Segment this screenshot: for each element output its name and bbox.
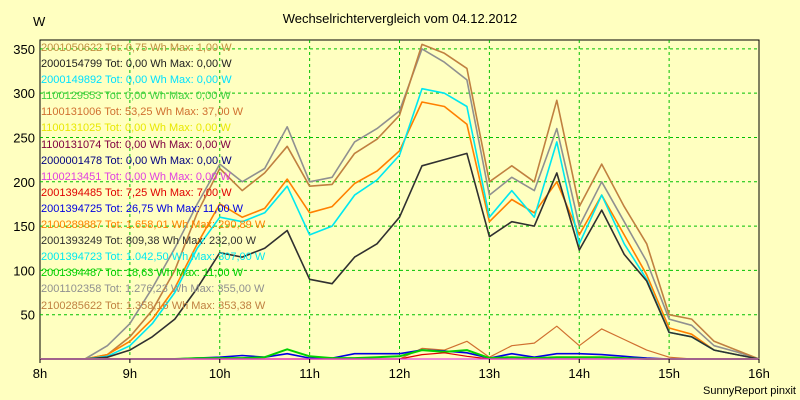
x-tick-label: 16h — [748, 366, 770, 381]
x-tick-label: 13h — [479, 366, 501, 381]
series-line-2001394723 — [40, 87, 760, 360]
legend-entry: 2001393249 Tot: 809,38 Wh Max: 232,00 W — [41, 235, 257, 248]
legend-entry: 1100131074 Tot: 0,00 Wh Max: 0,00 W — [41, 138, 231, 151]
legend-entry: 2001394723 Tot: 1.042,50 Wh Max: 307,00 … — [41, 251, 266, 264]
legend-entry: 2100285622 Tot: 1.358,16 Wh Max: 353,38 … — [41, 299, 266, 312]
y-tick-label: 150 — [13, 219, 35, 234]
legend-entry: 2001102358 Tot: 1.276,23 Wh Max: 355,00 … — [41, 283, 265, 296]
chart-title: Wechselrichtervergleich vom 04.12.2012 — [282, 11, 518, 26]
legend: 2001050622 Tot: 0,75 Wh Max: 1,00 W 20001… — [41, 40, 265, 314]
x-tick-label: 9h — [123, 366, 137, 381]
legend-entry: 2000149892 Tot: 0,00 Wh Max: 0,00 W — [41, 74, 232, 87]
legend-entry: 1100213451 Tot: 0,00 Wh Max: 0,00 W — [41, 170, 231, 183]
series-line-2001393249 — [40, 152, 760, 360]
x-tick-label: 15h — [658, 366, 680, 381]
legend-entry: 2100289887 Tot: 1.658,01 Wh Max: 290,89 … — [41, 219, 266, 232]
y-tick-label: 200 — [13, 175, 35, 190]
y-tick-label: 50 — [21, 308, 35, 323]
legend-entry: 1100129553 Tot: 0,00 Wh Max: 0,00 W — [41, 90, 231, 103]
series-line-2001102358 — [40, 48, 760, 360]
legend-entry: 2001394487 Tot: 18,63 Wh Max: 11,00 W — [41, 267, 244, 280]
y-tick-label: 350 — [13, 42, 35, 57]
legend-entry: 2000001478 Tot: 0,00 Wh Max: 0,00 W — [41, 154, 232, 167]
data-series — [40, 43, 760, 360]
legend-entry: 2000154799 Tot: 0,00 Wh Max: 0,00 W — [41, 58, 232, 71]
x-axis-ticks: 8h 9h 10h 11h 12h 13h 14h 15h 16h — [33, 359, 770, 381]
y-tick-label: 100 — [13, 263, 35, 278]
x-tick-label: 14h — [568, 366, 590, 381]
series-line-2100285622 — [40, 43, 760, 360]
x-tick-label: 8h — [33, 366, 47, 381]
legend-entry: 1100131006 Tot: 53,25 Wh Max: 37,00 W — [41, 106, 244, 119]
legend-entry: 1100131025 Tot: 0,00 Wh Max: 0,00 W — [41, 122, 231, 135]
y-tick-label: 250 — [13, 130, 35, 145]
legend-entry: 2001394725 Tot: 26,75 Wh Max: 11,00 W — [41, 202, 244, 215]
x-tick-label: 10h — [209, 366, 231, 381]
legend-entry: 2001050622 Tot: 0,75 Wh Max: 1,00 W — [41, 42, 232, 54]
y-tick-label: 300 — [13, 86, 35, 101]
y-axis-unit: W — [33, 14, 46, 29]
x-tick-label: 11h — [299, 366, 320, 381]
x-tick-label: 12h — [389, 366, 411, 381]
grid-lines — [40, 40, 759, 359]
y-axis-ticks: 50 100 150 200 250 300 350 — [13, 42, 35, 323]
series-line-2100289887 — [40, 101, 760, 360]
footer-credit: SunnyReport pinxit — [703, 385, 796, 397]
legend-entry: 2001394485 Tot: 7,25 Wh Max: 7,00 W — [41, 186, 232, 199]
